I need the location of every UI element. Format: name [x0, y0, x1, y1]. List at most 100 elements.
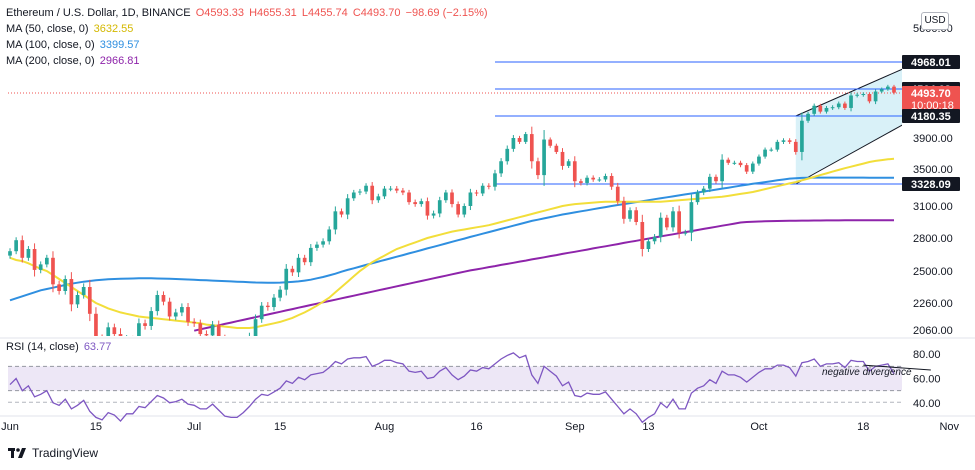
candle-body [118, 334, 123, 336]
candle-body [125, 339, 129, 355]
candle-body [131, 339, 135, 340]
price-tag-label: 4493.70 [911, 88, 951, 100]
candle-body [695, 192, 700, 203]
candle-body [259, 305, 264, 320]
time-axis-label: Nov [939, 421, 959, 433]
time-axis-label: 13 [642, 421, 654, 433]
time-axis-label: 15 [274, 421, 286, 433]
candle-body [800, 120, 804, 152]
candle-body [290, 268, 295, 273]
candle-body [806, 113, 810, 121]
candle-body [112, 327, 117, 335]
price-tag-label: 4180.35 [911, 111, 951, 123]
candle-body [235, 362, 239, 363]
candle-body [425, 201, 430, 216]
candle-body [732, 162, 737, 164]
ma200-value: 2966.81 [99, 55, 140, 67]
divergence-line [863, 364, 931, 371]
candle-body [677, 211, 681, 233]
candle-body [861, 94, 866, 96]
candle-body [167, 301, 172, 317]
price-tag-box [902, 55, 960, 69]
candle-body [223, 339, 227, 357]
candle-body [640, 222, 645, 249]
price-tag-label: 3328.09 [911, 179, 951, 191]
candle-body [572, 161, 577, 182]
ohlc-open: O4593.33 [195, 7, 245, 19]
candle-body [358, 191, 362, 193]
ma100-legend[interactable]: MA (100, close, 0) 3399.57 [6, 39, 141, 51]
candle-body [339, 211, 344, 215]
candle-body [609, 175, 614, 187]
time-axis-label: 16 [470, 421, 482, 433]
candle-body [517, 138, 522, 142]
candle-body [388, 188, 393, 190]
candle-body [180, 307, 184, 313]
candle-body [14, 240, 18, 252]
price-axis-label: 3500.00 [913, 164, 953, 176]
time-axis-label: 15 [90, 421, 102, 433]
symbol-header: Ethereum / U.S. Dollar, 1D, BINANCE O459… [6, 7, 490, 19]
tradingview-footer[interactable]: TradingView [8, 446, 98, 460]
candle-body [63, 279, 68, 291]
price-axis-label: 2260.00 [913, 298, 953, 310]
candle-body [585, 177, 589, 183]
time-axis-label: Aug [375, 421, 395, 433]
candle-body [327, 229, 332, 242]
currency-button[interactable]: USD [921, 12, 949, 30]
candle-body [769, 149, 774, 151]
price-axis-label: 2060.00 [913, 325, 953, 337]
candle-body [671, 211, 675, 228]
candle-body [714, 176, 718, 182]
main-pane [8, 61, 902, 363]
candle-body [394, 188, 399, 191]
candle-body [143, 323, 147, 326]
ohlc-close: C4493.70 [352, 7, 401, 19]
candle-body [229, 357, 233, 362]
candle-body [867, 94, 872, 102]
candle-body [161, 295, 166, 302]
rsi-line [9, 352, 895, 424]
candle-body [278, 289, 282, 298]
ma200-line [193, 219, 894, 332]
candle-body [32, 249, 37, 270]
ma50-value: 3632.55 [93, 23, 134, 35]
candle-body [315, 244, 319, 248]
candle-body [198, 323, 203, 335]
candle-body [333, 211, 338, 230]
rsi-axis-label: 80.00 [913, 349, 941, 361]
ohlc-change: −98.69 (−2.15%) [405, 7, 488, 19]
price-axis-label: 3900.00 [913, 133, 953, 145]
candle-body [775, 141, 780, 150]
ma200-legend[interactable]: MA (200, close, 0) 2966.81 [6, 55, 141, 67]
candle-body [738, 162, 743, 166]
time-axis-label: Jun [1, 421, 19, 433]
candle-body [505, 148, 510, 162]
candle-body [529, 134, 534, 162]
candle-body [849, 95, 853, 108]
candle-body [843, 103, 847, 108]
divergence-annotation: negative divergence [822, 367, 912, 378]
rsi-axis-label: 40.00 [913, 398, 941, 410]
rsi-legend[interactable]: RSI (14, close) 63.77 [6, 341, 113, 353]
candle-body [51, 257, 55, 285]
candle-body [44, 257, 49, 265]
price-tag-label: 4968.01 [911, 57, 951, 69]
candle-body [149, 311, 154, 326]
symbol-title: Ethereum / U.S. Dollar, 1D, BINANCE [6, 7, 191, 19]
price-axis-label: 3100.00 [913, 201, 953, 213]
candle-body [628, 210, 632, 219]
candle-body [462, 206, 467, 215]
ma50-legend[interactable]: MA (50, close, 0) 3632.55 [6, 23, 135, 35]
ma200-label: MA (200, close, 0) [6, 55, 95, 67]
candle-body [241, 352, 245, 363]
candle-body [689, 202, 694, 233]
candle-body [707, 176, 712, 189]
candle-body [302, 257, 307, 263]
candle-body [401, 190, 405, 193]
candle-body [474, 192, 479, 194]
candle-body [308, 247, 313, 263]
candle-body [38, 264, 43, 270]
candle-body [321, 241, 325, 245]
